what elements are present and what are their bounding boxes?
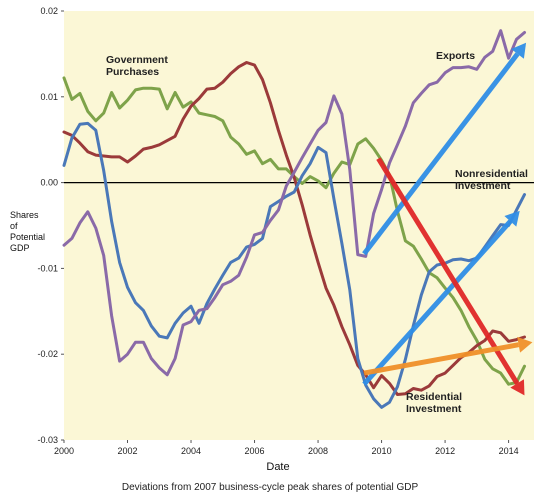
trend-arrow-head: [517, 336, 533, 353]
trend-arrow-shaft: [362, 219, 513, 386]
trend-arrow: [362, 42, 527, 256]
trend-arrow-layer: [362, 42, 533, 396]
y-tick-label: 0.00: [40, 178, 58, 188]
trend-arrow-shaft: [362, 52, 520, 256]
trend-arrow-shaft: [363, 342, 520, 376]
x-axis-title: Date: [266, 461, 289, 473]
y-axis-title-line-2: of: [10, 221, 18, 231]
y-axis-ticks: -0.03 -0.02 -0.01 0.00 0.01 0.02: [37, 6, 64, 445]
y-tick-label: -0.01: [37, 263, 58, 273]
x-tick-label: 2010: [372, 446, 392, 456]
trend-arrow-head: [511, 42, 527, 59]
trend-arrow-shaft: [376, 157, 520, 385]
annotation-line: Government: [106, 54, 168, 66]
annotation-line: Purchases: [106, 66, 159, 78]
annotation-line: Residential: [406, 391, 462, 403]
y-axis-title-line-4: GDP: [10, 243, 30, 253]
annotation-line: Investment: [406, 403, 462, 415]
trend-arrow-head: [504, 210, 520, 227]
y-tick-label: 0.01: [40, 92, 58, 102]
x-tick-label: 2012: [435, 446, 455, 456]
annotation-exports: Exports: [436, 50, 475, 62]
trend-arrow: [363, 336, 533, 376]
trend-arrow: [376, 157, 525, 396]
annotation-line: Exports: [436, 50, 475, 62]
trend-arrow: [362, 210, 520, 386]
annotation-line: Nonresidential: [455, 168, 528, 180]
y-tick-label: -0.03: [37, 435, 58, 445]
x-tick-label: 2002: [117, 446, 137, 456]
x-tick-label: 2000: [54, 446, 74, 456]
y-axis-title-line-3: Potential: [10, 232, 45, 242]
y-tick-label: 0.02: [40, 6, 58, 16]
series-line-residential-investment: [62, 61, 526, 396]
x-tick-label: 2004: [181, 446, 201, 456]
x-tick-label: 2008: [308, 446, 328, 456]
y-axis-title-line-1: Shares: [10, 210, 39, 220]
series-line-exports: [62, 29, 526, 377]
x-tick-label: 2014: [499, 446, 519, 456]
annotation-line: Investment: [455, 180, 511, 192]
y-axis-title: Shares of Potential GDP: [10, 210, 45, 253]
y-tick-label: -0.02: [37, 349, 58, 359]
trend-arrow-head: [510, 379, 525, 396]
series-line-nonresidential-investment: [62, 121, 526, 409]
chart-caption: Deviations from 2007 business-cycle peak…: [122, 482, 419, 493]
plot-background: [64, 11, 534, 440]
x-tick-label: 2006: [245, 446, 265, 456]
x-axis-ticks: 2000 2002 2004 2006 2008 2010 2012 2014: [54, 440, 519, 456]
